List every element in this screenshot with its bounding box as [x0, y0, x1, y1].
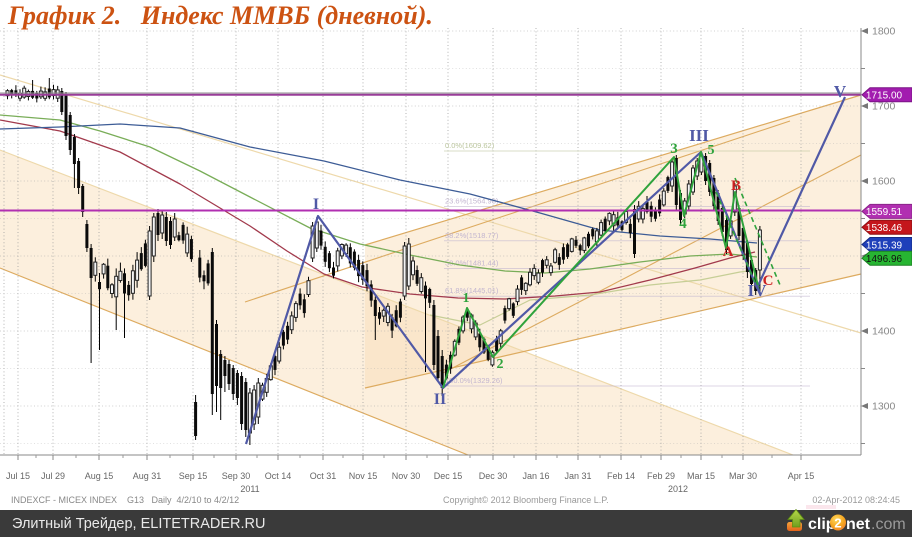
svg-text:Oct 14: Oct 14 [265, 471, 292, 481]
svg-text:1: 1 [463, 291, 470, 306]
svg-text:clip: clip [808, 516, 836, 533]
svg-text:61.8%(1445.01): 61.8%(1445.01) [445, 286, 499, 295]
svg-text:Apr 15: Apr 15 [788, 471, 815, 481]
svg-text:23.6%(1564.98): 23.6%(1564.98) [445, 197, 499, 206]
svg-text:0.0%(1609.62): 0.0%(1609.62) [445, 141, 495, 150]
svg-text:Dec 15: Dec 15 [434, 471, 463, 481]
svg-text:Sep 15: Sep 15 [179, 471, 208, 481]
svg-text:2012: 2012 [668, 484, 688, 494]
svg-text:1715.00: 1715.00 [866, 91, 903, 102]
svg-text:1300: 1300 [872, 401, 896, 413]
svg-text:.com: .com [871, 516, 906, 533]
svg-text:2: 2 [497, 357, 504, 372]
svg-text:1700: 1700 [872, 101, 896, 113]
svg-text:Jul 29: Jul 29 [41, 471, 65, 481]
svg-text:Jul 15: Jul 15 [6, 471, 30, 481]
svg-text:B: B [731, 178, 741, 194]
svg-text:I: I [313, 196, 319, 213]
svg-text:Элитный Трейдер, ELITETRADER.R: Элитный Трейдер, ELITETRADER.RU [12, 516, 266, 532]
svg-text:2: 2 [834, 516, 841, 531]
svg-text:1400: 1400 [872, 326, 896, 338]
svg-text:III: III [689, 126, 709, 145]
svg-text:Dec 30: Dec 30 [479, 471, 508, 481]
svg-text:Feb 29: Feb 29 [647, 471, 675, 481]
svg-text:02-Apr-2012 08:24:45: 02-Apr-2012 08:24:45 [812, 495, 900, 505]
svg-text:3: 3 [670, 141, 678, 157]
svg-text:1515.39: 1515.39 [866, 240, 903, 251]
svg-text:Sep 30: Sep 30 [222, 471, 251, 481]
svg-text:1800: 1800 [872, 26, 896, 38]
svg-text:1559.51: 1559.51 [866, 207, 903, 218]
svg-text:Mar 15: Mar 15 [687, 471, 715, 481]
svg-text:1538.46: 1538.46 [866, 223, 903, 234]
svg-text:Copyright© 2012 Bloomberg Fina: Copyright© 2012 Bloomberg Finance L.P. [443, 495, 609, 505]
svg-text:Aug 31: Aug 31 [133, 471, 162, 481]
svg-text:Aug 15: Aug 15 [85, 471, 114, 481]
svg-text:Feb 14: Feb 14 [607, 471, 635, 481]
svg-text:50.0%(1481.44): 50.0%(1481.44) [445, 259, 499, 268]
svg-text:A: A [723, 244, 734, 260]
svg-text:C: C [763, 273, 774, 289]
svg-text:5: 5 [708, 143, 715, 158]
svg-text:IV: IV [748, 281, 768, 300]
svg-text:II: II [434, 391, 446, 408]
svg-text:2011: 2011 [240, 484, 259, 494]
svg-text:4: 4 [679, 216, 687, 232]
svg-text:График 2. Индекс ММВБ (дневн: График 2. Индекс ММВБ (дневной). [7, 1, 433, 30]
svg-text:Mar 30: Mar 30 [729, 471, 757, 481]
svg-text:38.2%(1518.77): 38.2%(1518.77) [445, 231, 499, 240]
svg-text:1600: 1600 [872, 176, 896, 188]
svg-text:Nov 15: Nov 15 [349, 471, 378, 481]
svg-text:100.0%(1329.26): 100.0%(1329.26) [445, 376, 503, 385]
svg-text:V: V [834, 82, 847, 101]
svg-text:Jan 31: Jan 31 [564, 471, 591, 481]
svg-text:1496.96: 1496.96 [866, 254, 903, 265]
svg-text:net: net [846, 516, 871, 533]
svg-text:Nov 30: Nov 30 [392, 471, 421, 481]
svg-text:Jan 16: Jan 16 [522, 471, 549, 481]
svg-text:INDEXCF - MICEX INDEX G13: INDEXCF - MICEX INDEX G13 Daily 4/2/10 t… [11, 495, 239, 505]
svg-text:Oct 31: Oct 31 [310, 471, 337, 481]
